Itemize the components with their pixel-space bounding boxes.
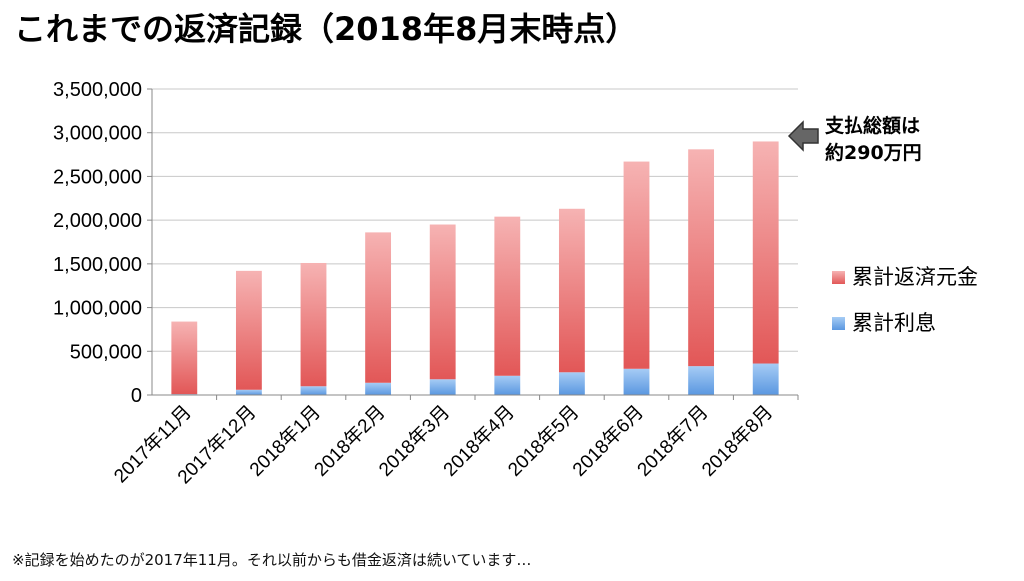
legend-swatch: [832, 271, 845, 284]
y-tick-label: 2,000,000: [53, 210, 142, 232]
x-axis-tick-labels: 2017年11月2017年12月2018年1月2018年2月2018年3月201…: [110, 401, 778, 488]
bar-principal: [494, 216, 521, 376]
bar-principal: [623, 161, 650, 369]
footnote: ※記録を始めたのが2017年11月。それ以前からも借金返済は続いています…: [12, 551, 532, 569]
legend-label: 累計返済元金: [852, 265, 978, 289]
y-tick-label: 2,500,000: [53, 166, 142, 188]
arrow-icon: [787, 120, 819, 152]
y-tick-label: 1,000,000: [53, 298, 142, 320]
bar-interest: [558, 372, 585, 395]
bar-principal: [365, 232, 392, 383]
y-tick-label: 0: [131, 385, 142, 407]
bar-interest: [429, 379, 456, 395]
bar-interest: [688, 366, 715, 395]
y-tick-label: 1,500,000: [53, 254, 142, 276]
bar-principal: [558, 208, 585, 373]
x-tick-label: 2018年8月: [697, 401, 777, 481]
bar-interest: [752, 363, 779, 395]
bar-principal: [752, 141, 779, 364]
annotation-line-1: 支払総額は: [825, 115, 921, 137]
y-tick-label: 500,000: [70, 341, 142, 363]
y-tick-label: 3,500,000: [53, 79, 142, 101]
bars: [171, 141, 779, 395]
y-tick-label: 3,000,000: [53, 123, 142, 145]
bar-interest: [365, 382, 392, 395]
axes: [151, 89, 799, 400]
y-axis-tick-labels: 0 500,000 1,000,000 1,500,000 2,000,000 2,500…: [53, 79, 142, 407]
legend-label: 累計利息: [852, 311, 936, 335]
bar-principal: [235, 270, 262, 390]
bar-interest: [300, 386, 327, 395]
chart-title: これまでの返済記録（2018年8月末時点）: [14, 10, 638, 48]
legend-swatch: [832, 317, 845, 330]
bar-interest: [494, 375, 521, 395]
bar-interest: [623, 368, 650, 395]
bar-principal: [171, 321, 198, 395]
bar-principal: [300, 262, 327, 387]
bar-principal: [429, 224, 456, 380]
bar-principal: [688, 149, 715, 367]
annotation-line-2: 約290万円: [825, 142, 922, 164]
bar-interest: [235, 389, 262, 395]
total-payment-annotation: 支払総額は 約290万円: [825, 113, 922, 167]
